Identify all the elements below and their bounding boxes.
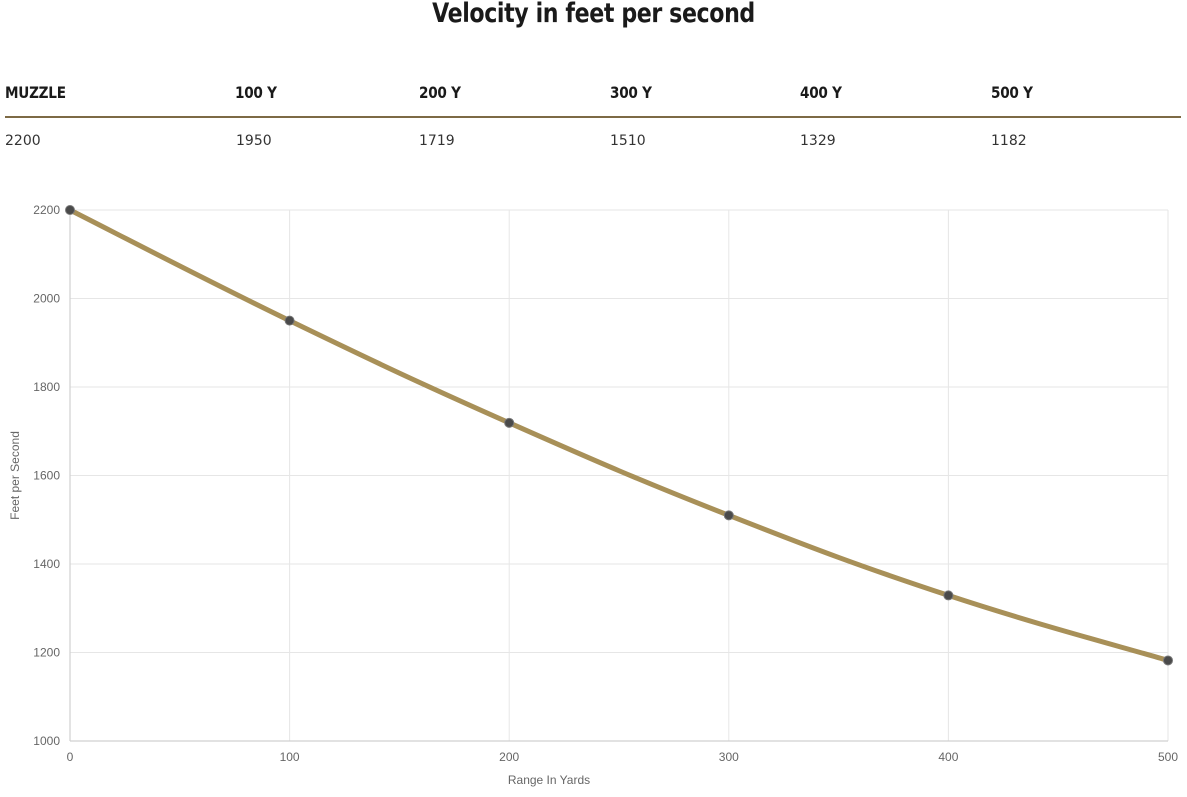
velocity-table: MUZZLE 100 Y 200 Y 300 Y 400 Y 500 Y 220…	[5, 80, 1181, 158]
data-point[interactable]	[65, 205, 75, 215]
page-title: Velocity in feet per second	[432, 0, 755, 29]
table-cell-200y: 1719	[419, 133, 455, 149]
chart-labels: 1000 1200 1400 1600 1800 2000 2200 0 100 200 300 40…	[8, 203, 1178, 787]
y-tick-label: 1800	[33, 380, 60, 394]
table-header-200y: 200 Y	[419, 83, 461, 102]
y-tick-label: 1400	[33, 557, 60, 571]
table-cell-400y: 1329	[800, 133, 836, 149]
velocity-chart-svg: 1000 1200 1400 1600 1800 2000 2200 0 100 200 300 40…	[8, 203, 1178, 787]
table-header-500y: 500 Y	[991, 83, 1033, 102]
table-value-row: 2200 1950 1719 1510 1329 1182	[5, 118, 1181, 158]
data-point[interactable]	[943, 590, 954, 601]
data-point[interactable]	[284, 315, 295, 326]
series-line	[67, 207, 1171, 663]
table-header-400y: 400 Y	[800, 83, 842, 102]
chart-grid	[69, 209, 1169, 742]
table-cell-300y: 1510	[610, 133, 646, 149]
x-tick-label: 400	[938, 750, 958, 764]
data-point[interactable]	[723, 510, 734, 521]
chart-series	[65, 205, 1173, 666]
table-cell-500y: 1182	[991, 133, 1027, 149]
y-axis-title: Feet per Second	[8, 431, 22, 520]
data-point[interactable]	[1163, 655, 1173, 666]
x-tick-label: 200	[499, 750, 519, 764]
table-header-row: MUZZLE 100 Y 200 Y 300 Y 400 Y 500 Y	[5, 80, 1181, 118]
data-point[interactable]	[504, 417, 515, 428]
table-cell-muzzle: 2200	[5, 133, 41, 149]
y-tick-label: 1000	[33, 734, 60, 748]
table-header-muzzle: MUZZLE	[5, 83, 66, 102]
x-tick-label: 100	[280, 750, 300, 764]
table-header-100y: 100 Y	[235, 83, 277, 102]
table-cell-100y: 1950	[236, 133, 272, 149]
y-tick-label: 2000	[33, 292, 60, 306]
velocity-chart: 1000 1200 1400 1600 1800 2000 2200 0 100 200 300 40…	[0, 190, 1187, 792]
y-tick-label: 1200	[33, 646, 60, 660]
x-axis-title: Range In Yards	[508, 773, 590, 787]
x-tick-label: 500	[1158, 750, 1178, 764]
y-tick-label: 2200	[33, 203, 60, 217]
table-header-300y: 300 Y	[610, 83, 652, 102]
x-tick-label: 0	[67, 750, 74, 764]
x-tick-label: 300	[719, 750, 739, 764]
chart-axes	[69, 210, 1168, 742]
y-tick-label: 1600	[33, 469, 60, 483]
